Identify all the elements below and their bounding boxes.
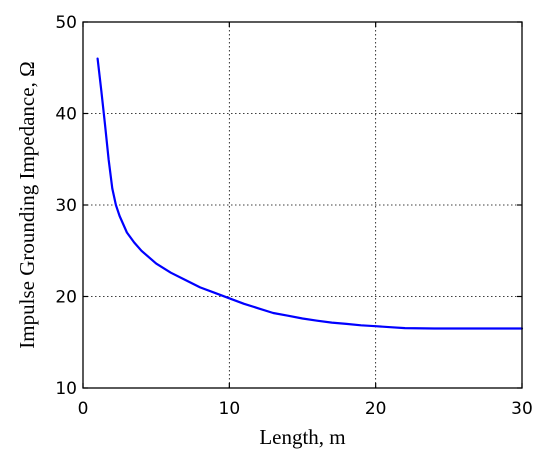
- y-tick-label: 50: [55, 13, 77, 33]
- y-tick-label: 30: [55, 196, 77, 216]
- series-group: [96, 57, 524, 330]
- x-tick-label: 10: [219, 399, 241, 419]
- x-tick-label: 0: [78, 399, 89, 419]
- series-line: [96, 57, 524, 330]
- x-tick-label: 30: [511, 399, 533, 419]
- y-tick-label: 20: [55, 288, 77, 308]
- x-tick-label: 20: [365, 399, 387, 419]
- y-tick-label: 40: [55, 105, 77, 125]
- tick-marks: [82, 21, 523, 389]
- x-axis-title: Length, m: [259, 425, 345, 449]
- y-tick-labels: 10 20 30 40 50: [55, 13, 77, 399]
- y-tick-label: 10: [55, 379, 77, 399]
- y-axis-title: Impulse Grounding Impedance, Ω: [15, 61, 39, 348]
- x-tick-labels: 0 10 20 30: [78, 399, 533, 419]
